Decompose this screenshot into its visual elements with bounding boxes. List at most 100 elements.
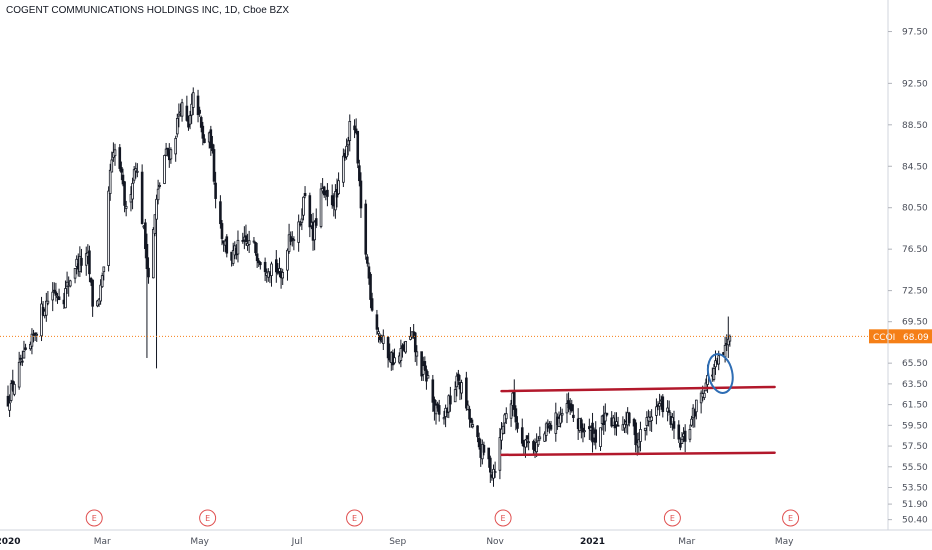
candle-body [155, 198, 158, 220]
price-axis[interactable]: 97.50 92.50 88.50 84.50 80.50 76.50 72.50 69.50… [888, 28, 928, 526]
candle-body [594, 429, 598, 443]
candle [281, 268, 284, 285]
candle-body [591, 422, 594, 443]
candle-body [313, 221, 316, 241]
candle [520, 418, 524, 447]
candle-body [489, 457, 492, 473]
candle-body [286, 249, 289, 271]
candle-body [107, 190, 110, 266]
candle-body [180, 102, 184, 117]
candle [434, 399, 438, 425]
candle-body [199, 117, 203, 128]
candle-body [51, 291, 55, 301]
candle [145, 233, 149, 358]
earnings-marker[interactable]: E [85, 509, 103, 527]
candle [643, 427, 647, 441]
breakout-ellipse[interactable] [704, 352, 736, 395]
candle [190, 93, 193, 124]
candle-body [536, 440, 540, 446]
candle-body [616, 424, 620, 427]
resistance-trendline[interactable] [500, 385, 776, 393]
candle [536, 435, 540, 447]
earnings-marker[interactable]: E [346, 509, 364, 527]
candle [188, 110, 192, 130]
candle-body [13, 383, 16, 395]
support-trendline[interactable] [500, 451, 776, 457]
x-tick-label: May [190, 537, 209, 547]
candle-body [639, 429, 642, 442]
candle-body [714, 360, 717, 368]
candle-body [498, 437, 502, 471]
candle [19, 354, 23, 366]
candle-body [426, 375, 430, 379]
candle [514, 405, 518, 431]
earnings-marker[interactable]: E [782, 509, 800, 527]
candle-body [156, 188, 160, 201]
candle-body [40, 303, 43, 337]
candle-body [102, 266, 106, 273]
candle-body [570, 404, 574, 412]
candle-body [175, 118, 179, 135]
candle [444, 404, 447, 428]
candle [359, 172, 363, 218]
candle [690, 415, 693, 427]
earnings-marker[interactable]: E [663, 509, 681, 527]
candle [118, 144, 122, 172]
candle-body [509, 403, 513, 419]
candle-body [693, 409, 697, 417]
candle [342, 148, 345, 188]
candle-body [270, 263, 273, 277]
candle [108, 163, 112, 201]
candle [393, 348, 396, 365]
candle [386, 336, 390, 368]
candle [123, 181, 126, 213]
candle-body [134, 168, 138, 172]
candle-body [353, 125, 356, 131]
x-tick-label: 2021 [580, 537, 605, 547]
candle [538, 426, 542, 442]
candle [599, 427, 602, 451]
candle [504, 407, 508, 424]
candle [113, 143, 117, 166]
candle-body [214, 182, 217, 199]
candle [236, 230, 240, 263]
candle-body [201, 125, 205, 139]
candle [124, 200, 128, 217]
candle-body [330, 195, 334, 206]
candle [604, 403, 607, 432]
candle [68, 279, 72, 288]
candle-body [723, 344, 727, 358]
candle-body [525, 435, 529, 440]
candle-body [717, 355, 721, 365]
earnings-marker[interactable]: E [199, 509, 217, 527]
candle [605, 412, 609, 417]
earnings-circle [85, 509, 103, 527]
candle-body [386, 337, 390, 359]
candle-body [99, 284, 102, 302]
candle-body [615, 421, 618, 426]
candle [667, 400, 671, 416]
candle-body [364, 203, 368, 255]
candle [645, 411, 649, 436]
candle [263, 257, 267, 282]
earnings-marker[interactable]: E [494, 509, 512, 527]
candle-body [120, 167, 123, 173]
candle-body [22, 351, 26, 359]
candle [594, 421, 598, 450]
time-axis[interactable]: 2020 Mar May Jul Sep Nov 2021 Mar May [0, 537, 794, 547]
candle [334, 184, 337, 219]
candle [487, 447, 491, 468]
candle [174, 135, 177, 162]
candle-body [666, 407, 669, 412]
candle [634, 419, 637, 453]
candle-body [514, 408, 518, 423]
candle [345, 138, 348, 160]
earnings-label: E [501, 514, 506, 523]
candle-body [538, 436, 542, 440]
candle [212, 144, 216, 185]
candle-body [158, 184, 162, 187]
candle-body [543, 433, 546, 442]
candle-body [421, 365, 425, 375]
candle [287, 223, 291, 254]
